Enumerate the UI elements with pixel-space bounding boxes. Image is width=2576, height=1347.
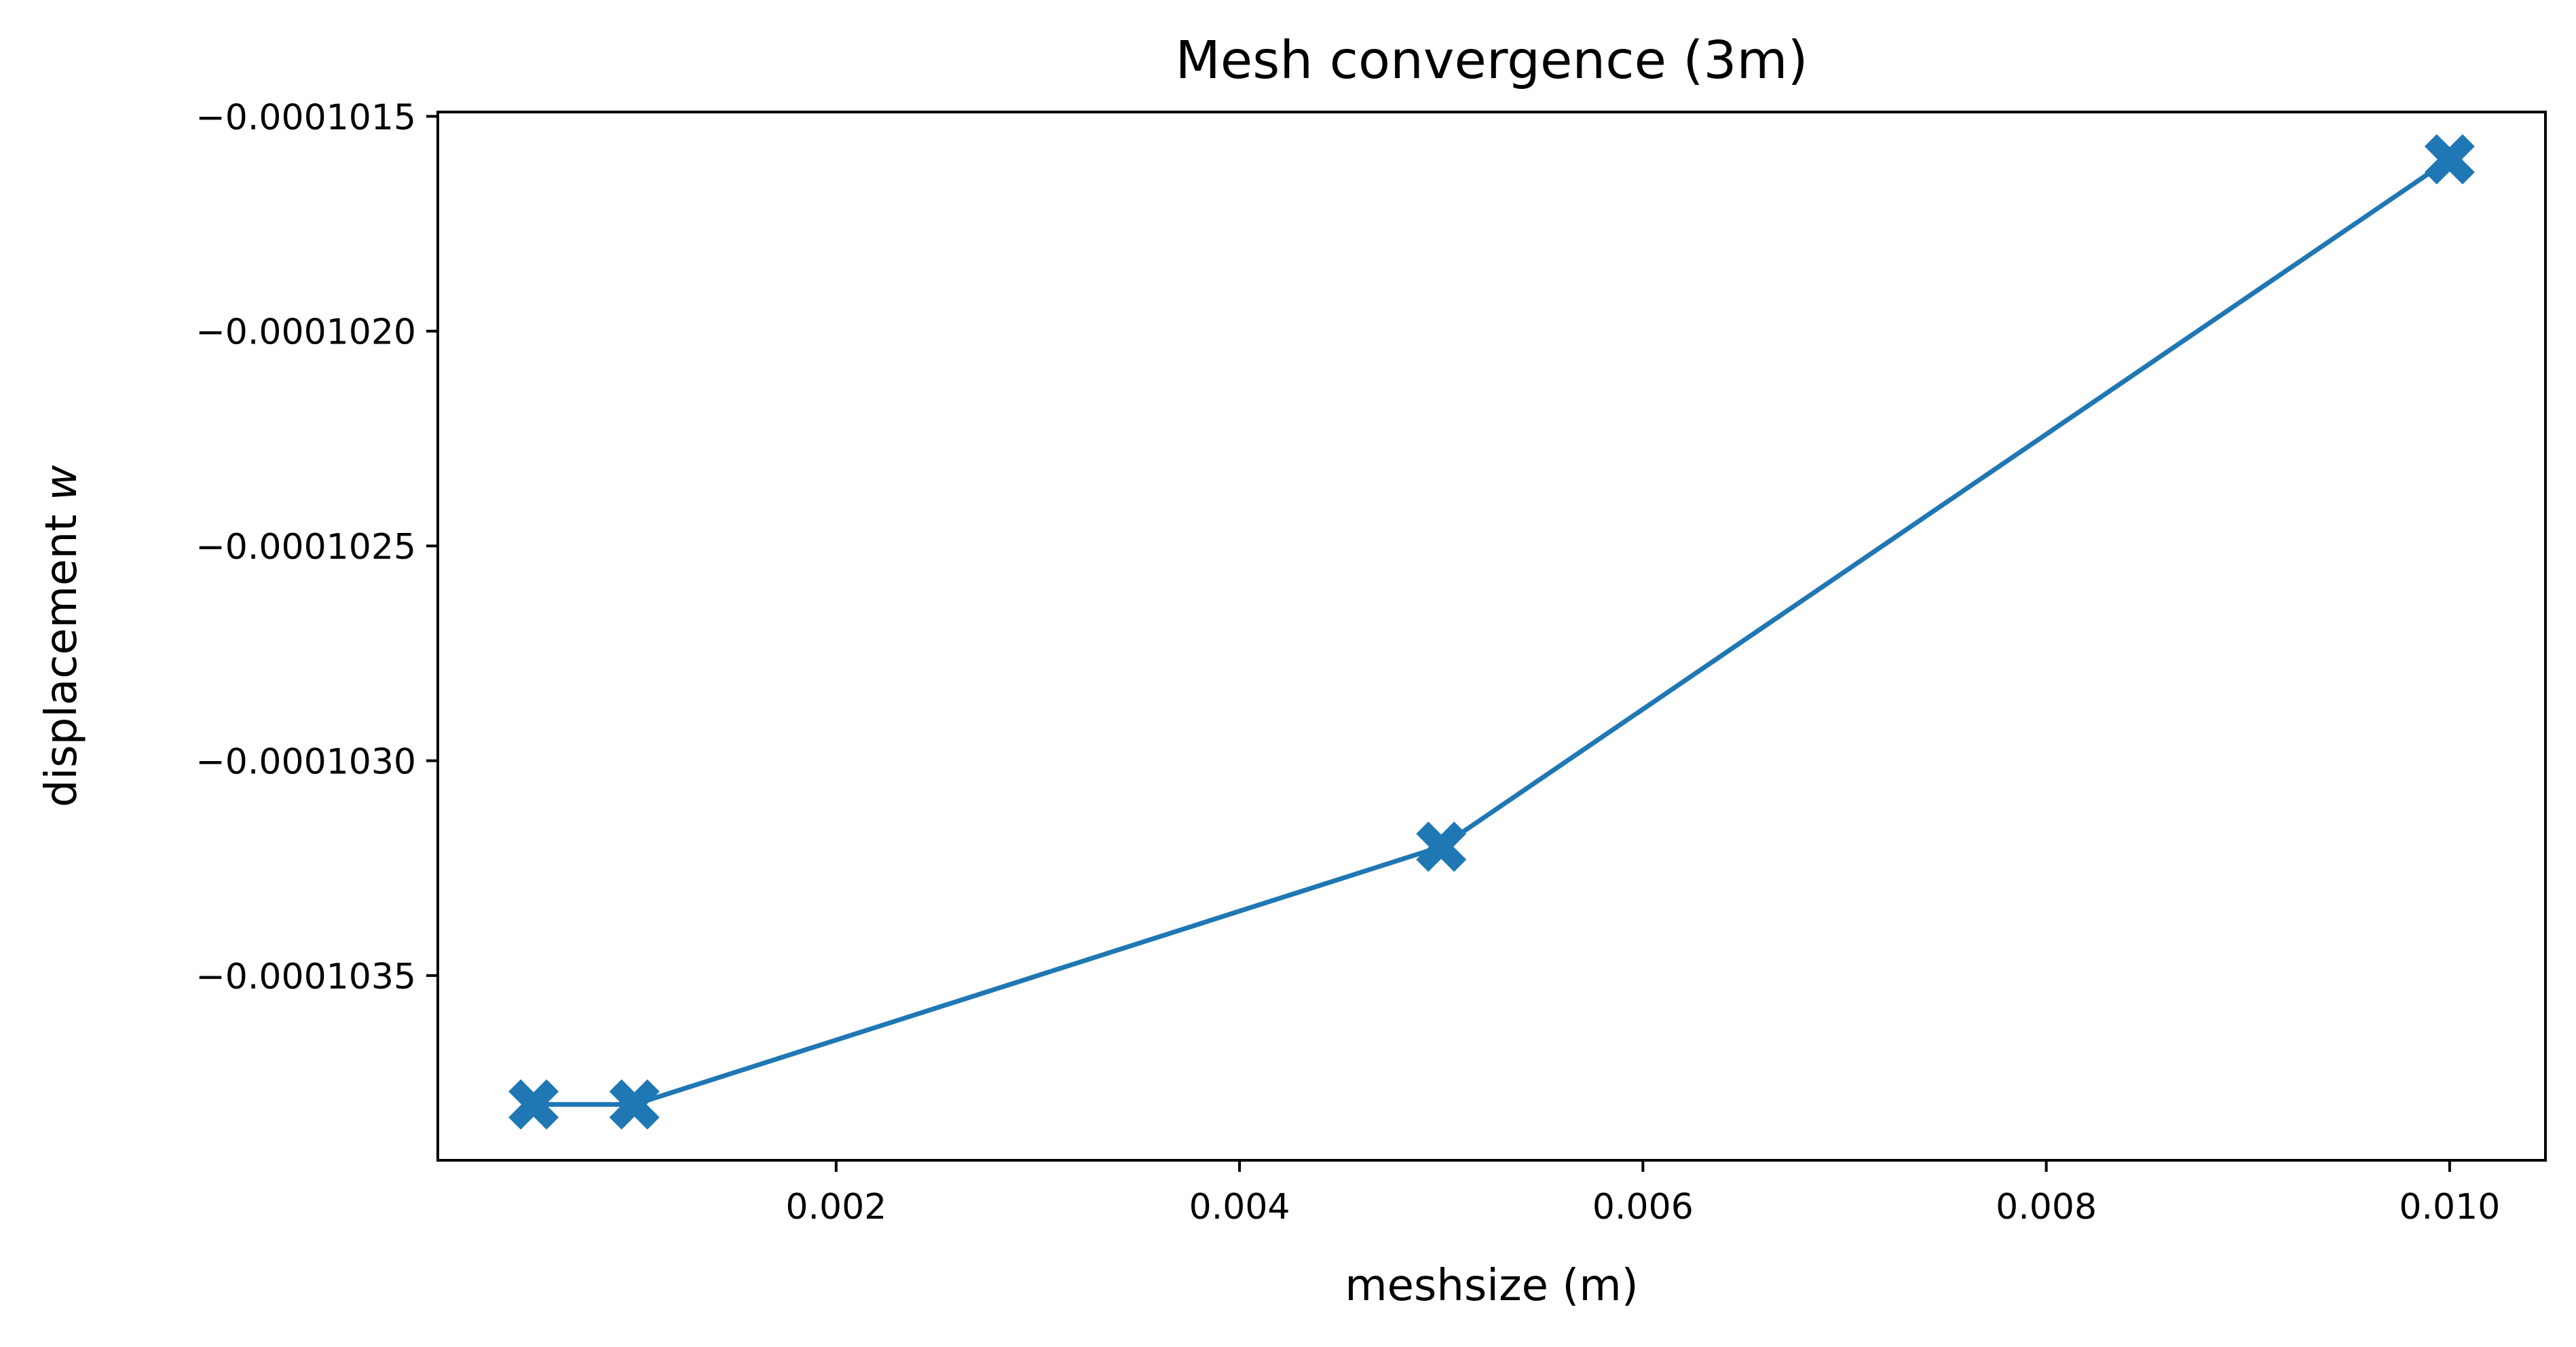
y-tick-label: −0.0001025 [195, 527, 416, 568]
x-axis-label: meshsize (m) [1345, 1261, 1638, 1311]
x-tick-label: 0.008 [1996, 1187, 2097, 1228]
plot-area [508, 134, 2475, 1130]
y-axis-label: displacement w [37, 464, 87, 807]
y-axis-label-text: displacement [37, 500, 87, 807]
data-point-marker [508, 1079, 559, 1130]
x-tick-label: 0.002 [785, 1187, 886, 1228]
series-line [534, 157, 2451, 1107]
axes-frame [436, 111, 2547, 1162]
x-tick-label: 0.004 [1189, 1187, 1290, 1228]
chart-title: Mesh convergence (3m) [1175, 31, 1808, 91]
x-tick-label: 0.010 [2399, 1187, 2500, 1228]
data-point-marker [609, 1079, 660, 1130]
y-tick-label: −0.0001020 [195, 312, 416, 353]
axis-ticks: 0.002 0.004 0.006 0.008 0.010 −0.0001015 −0.00… [195, 97, 2500, 1228]
data-point-marker [2424, 134, 2475, 185]
x-tick-label: 0.006 [1592, 1187, 1694, 1228]
y-axis-label-variable: w [37, 464, 87, 500]
y-tick-label: −0.0001035 [195, 957, 416, 997]
data-point-marker [1416, 822, 1467, 872]
y-tick-label: −0.0001015 [195, 97, 416, 138]
y-tick-label: −0.0001030 [195, 742, 416, 783]
